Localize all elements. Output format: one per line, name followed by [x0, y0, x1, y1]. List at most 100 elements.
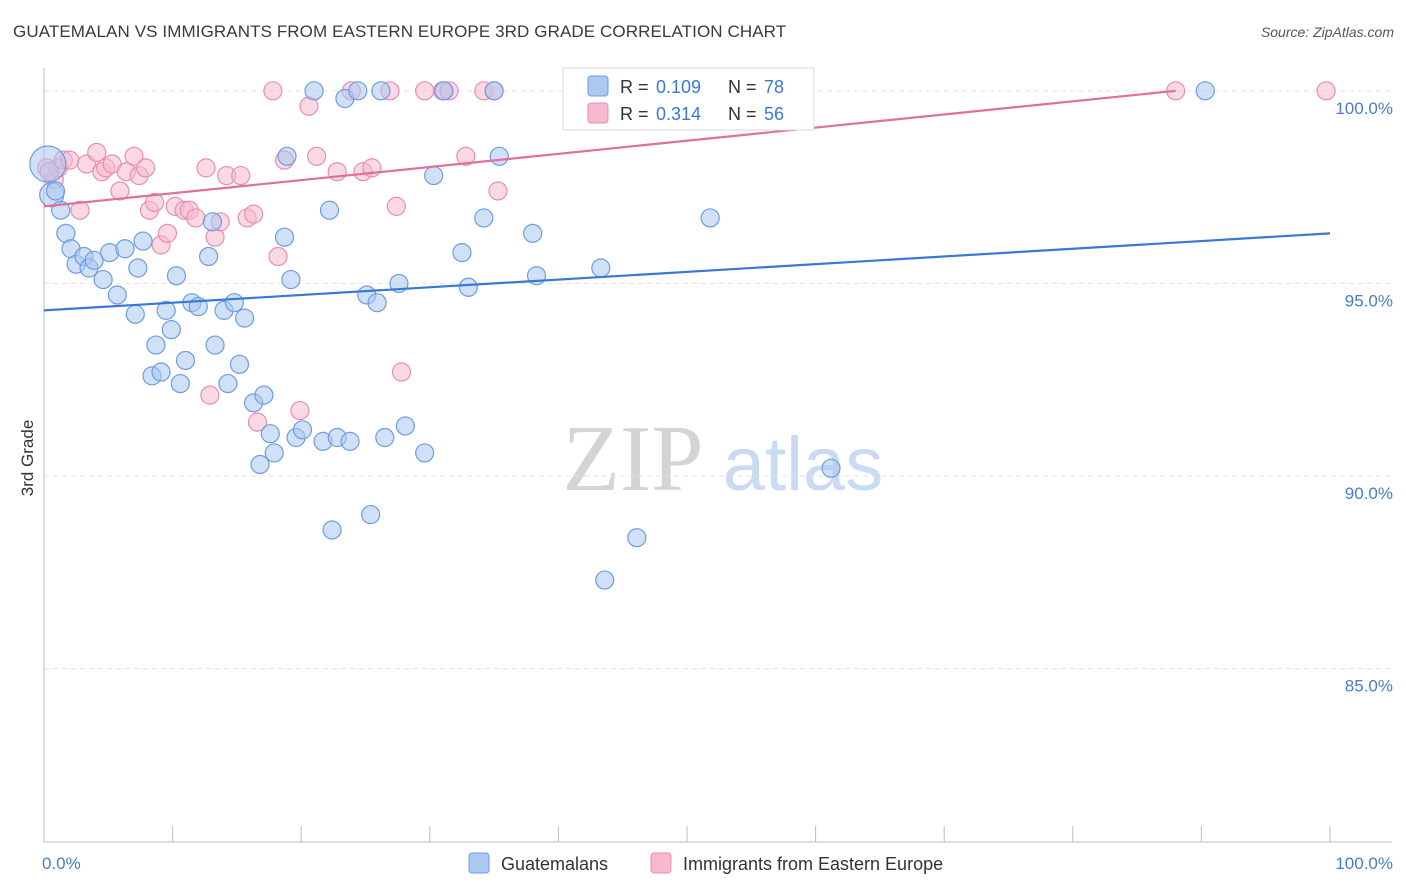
eastern-europe-point-46	[415, 81, 435, 101]
guatemalans-point-51	[348, 81, 368, 101]
guatemalans-point-38	[264, 443, 284, 463]
guatemalans-point-72	[700, 208, 720, 228]
guatemalans-point-19	[156, 300, 176, 320]
legend-swatch-eastern-europe	[650, 852, 672, 874]
y-tick-label-0: 100.0%	[1335, 99, 1393, 118]
guatemalans-point-22	[170, 373, 190, 394]
guatemalans-point-64	[474, 208, 494, 228]
guatemalans-point-66	[489, 146, 509, 166]
y-tick-label-1: 95.0%	[1345, 291, 1393, 310]
legend-label-guatemalans: Guatemalans	[501, 854, 608, 874]
guatemalans-point-35	[250, 454, 270, 475]
eastern-europe-point-15	[135, 158, 156, 178]
guatemalans-point-53	[361, 504, 381, 525]
y-tick-label-3: 85.0%	[1345, 677, 1393, 696]
guatemalans-point-28	[205, 335, 225, 355]
legend-swatch-guatemalans	[468, 852, 490, 874]
guatemalans-point-39	[274, 227, 295, 247]
guatemalans-point-18	[151, 362, 171, 382]
trend-line-guatemalans	[43, 232, 1331, 312]
guatemalans-point-15	[133, 231, 153, 251]
eastern-europe-point-44	[386, 196, 406, 216]
stats-legend: R = 0.109 N = 78 R = 0.314 N = 56	[562, 67, 815, 131]
guatemalans-point-55	[371, 81, 391, 101]
trend-line-eastern-europe	[43, 89, 1176, 208]
guatemalans-point-59	[415, 443, 435, 463]
series-guatemalans-points	[29, 81, 1215, 590]
eastern-europe-point-24	[196, 158, 216, 178]
guatemalans-point-27	[202, 212, 223, 232]
guatemalans-point-54	[367, 293, 387, 313]
axes	[43, 68, 1392, 843]
guatemalans-point-43	[292, 420, 313, 440]
eastern-europe-point-54	[1316, 81, 1336, 101]
stats-legend-blue-swatch	[587, 75, 609, 97]
eastern-europe-point-34	[268, 246, 288, 267]
stats-r-value-blue: 0.109	[656, 77, 701, 97]
guatemalans-point-75	[821, 458, 841, 478]
guatemalans-point-71	[627, 528, 647, 548]
eastern-europe-point-45	[391, 362, 412, 382]
guatemalans-point-46	[319, 200, 340, 220]
guatemalans-point-36	[254, 385, 274, 405]
y-tick-label-2: 90.0%	[1345, 484, 1393, 503]
y-tick-labels: 100.0% 95.0% 90.0% 85.0%	[1335, 99, 1393, 696]
guatemalans-point-33	[235, 308, 255, 328]
eastern-europe-point-31	[244, 204, 264, 224]
stats-n-value-blue: 78	[764, 77, 784, 97]
guatemalans-point-58	[395, 416, 415, 436]
guatemalans-point-41	[281, 269, 301, 290]
eastern-europe-point-36	[290, 400, 310, 421]
stats-n-value-pink: 56	[764, 104, 784, 124]
eastern-europe-point-7	[87, 142, 107, 163]
guatemalans-point-76	[1195, 81, 1215, 101]
guatemalans-point-13	[125, 304, 145, 324]
eastern-europe-point-19	[157, 223, 178, 243]
eastern-europe-point-49	[456, 146, 476, 166]
guatemalans-point-37	[260, 424, 280, 444]
eastern-europe-point-11	[110, 181, 130, 201]
stats-r-label-blue: R =	[620, 77, 649, 97]
eastern-europe-point-25	[200, 385, 220, 405]
stats-legend-pink-swatch	[587, 102, 609, 124]
guatemalans-point-9	[93, 269, 113, 290]
eastern-europe-point-33	[263, 81, 283, 101]
stats-r-value-pink: 0.314	[656, 104, 701, 124]
eastern-europe-point-32	[247, 412, 268, 432]
guatemalans-point-26	[199, 246, 219, 267]
guatemalans-point-62	[452, 243, 472, 263]
y-axis-label: 3rd Grade	[18, 420, 37, 497]
guatemalans-point-23	[175, 350, 196, 371]
guatemalans-point-61	[434, 81, 454, 101]
chart-title: GUATEMALAN VS IMMIGRANTS FROM EASTERN EU…	[13, 22, 787, 41]
guatemalans-point-40	[277, 146, 297, 166]
guatemalans-point-67	[523, 223, 543, 243]
guatemalans-point-70	[595, 570, 615, 590]
guatemalans-point-50	[340, 431, 360, 451]
stats-n-label-blue: N =	[728, 77, 757, 97]
x-tick-0: 0.0%	[42, 854, 81, 873]
watermark-atlas: atlas	[723, 422, 884, 507]
eastern-europe-point-13	[124, 146, 144, 166]
eastern-europe-point-23	[186, 208, 206, 228]
guatemalans-point-65	[484, 81, 504, 101]
guatemalans-point-47	[322, 520, 342, 540]
guatemalans-point-20	[161, 320, 181, 340]
series-legend: Guatemalans Immigrants from Eastern Euro…	[468, 852, 943, 874]
guatemalans-point-8	[84, 250, 104, 270]
stats-n-label-pink: N =	[728, 104, 757, 124]
guatemalans-point-11	[107, 285, 127, 305]
guatemalans-point-77	[45, 181, 66, 201]
eastern-europe-point-29	[231, 165, 251, 186]
guatemalans-point-32	[229, 354, 250, 374]
stats-r-label-pink: R =	[620, 104, 649, 124]
guatemalans-point-14	[128, 258, 148, 278]
guatemalans-point-12	[115, 239, 135, 259]
trend-lines	[43, 89, 1331, 312]
guatemalans-point-30	[218, 373, 238, 394]
eastern-europe-point-38	[307, 146, 327, 166]
watermark: ZIP atlas	[563, 407, 884, 511]
eastern-europe-point-5	[70, 200, 90, 220]
legend-label-eastern-europe: Immigrants from Eastern Europe	[683, 854, 943, 874]
